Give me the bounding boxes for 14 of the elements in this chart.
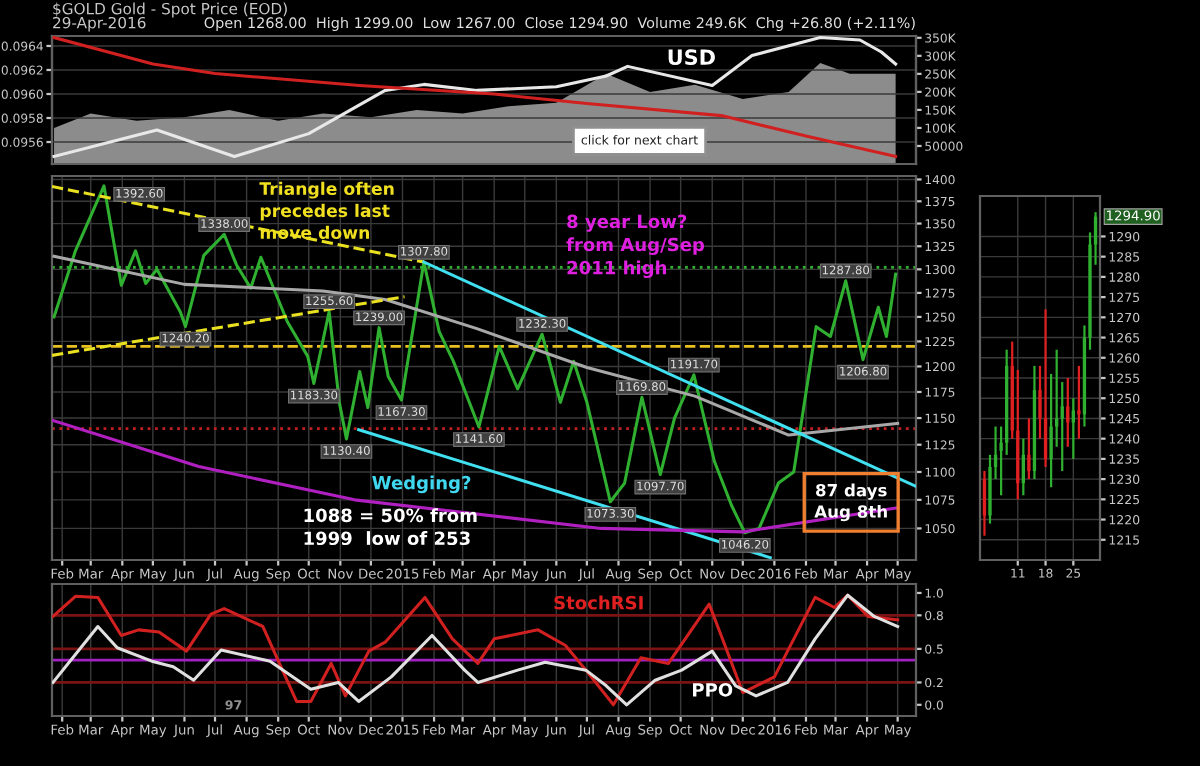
line-series xyxy=(52,418,900,534)
candlestick xyxy=(1071,397,1075,460)
annotation: StochRSI xyxy=(554,595,643,610)
candlestick xyxy=(1077,364,1081,440)
line-series xyxy=(52,36,898,158)
annotation: 1088 = 50% from 1999 low of 253 xyxy=(304,508,477,546)
annotation: PPO xyxy=(693,683,733,697)
annotation: USD xyxy=(668,49,715,66)
line-series xyxy=(52,593,900,707)
annotation: 8 year Low? from Aug/Sep 2011 high xyxy=(566,214,705,279)
candlestick xyxy=(1027,417,1031,481)
annotation: Wedging? xyxy=(372,475,471,494)
line-series xyxy=(52,254,900,437)
candlestick xyxy=(982,469,987,537)
